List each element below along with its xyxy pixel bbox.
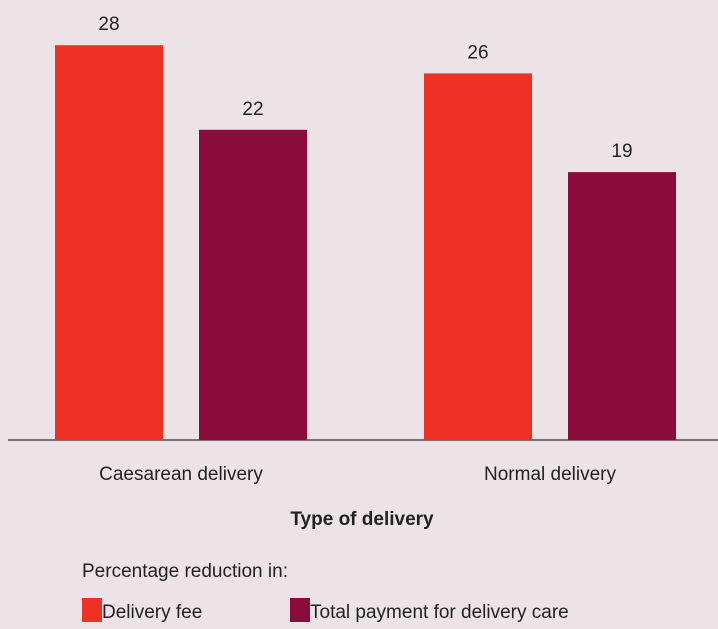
bar	[199, 129, 307, 441]
x-tick-label: Normal delivery	[484, 464, 616, 485]
x-tick-label: Caesarean delivery	[99, 464, 263, 485]
legend-swatch	[82, 598, 102, 622]
x-axis-title: Type of delivery	[290, 509, 434, 530]
legend-title: Percentage reduction in:	[82, 561, 288, 582]
data-label: 19	[611, 141, 632, 162]
bar	[424, 73, 532, 441]
bar	[55, 45, 163, 440]
legend-label: Delivery fee	[102, 602, 202, 623]
bar	[568, 172, 676, 440]
legend-swatch	[290, 598, 310, 622]
data-label: 26	[467, 42, 488, 63]
data-label: 22	[242, 99, 263, 120]
data-label: 28	[98, 14, 119, 35]
legend-label: Total payment for delivery care	[310, 602, 569, 623]
